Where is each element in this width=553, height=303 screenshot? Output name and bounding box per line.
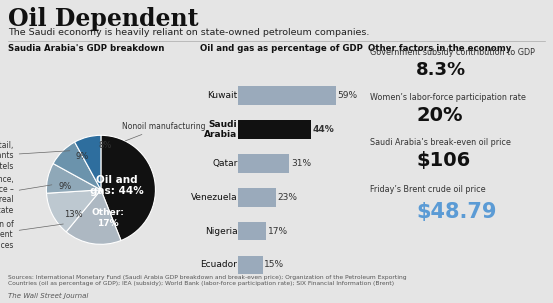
Text: Production of
government
services: Production of government services bbox=[0, 220, 63, 250]
Wedge shape bbox=[66, 190, 121, 244]
Wedge shape bbox=[46, 164, 101, 193]
Text: Women’s labor-force participation rate: Women’s labor-force participation rate bbox=[370, 93, 526, 102]
Text: Qatar: Qatar bbox=[212, 159, 237, 168]
Text: The Saudi economy is heavily reliant on state-owned petroleum companies.: The Saudi economy is heavily reliant on … bbox=[8, 28, 369, 37]
Wedge shape bbox=[53, 142, 101, 190]
Text: 44%: 44% bbox=[312, 125, 334, 134]
Text: Saudia Arabia's GDP breakdown: Saudia Arabia's GDP breakdown bbox=[8, 44, 164, 53]
Text: Saudi
Arabia: Saudi Arabia bbox=[204, 120, 237, 139]
Text: 8.3%: 8.3% bbox=[416, 61, 466, 79]
Text: 9%: 9% bbox=[75, 152, 88, 161]
Text: 20%: 20% bbox=[416, 106, 462, 125]
Text: 23%: 23% bbox=[278, 193, 298, 202]
Wedge shape bbox=[101, 135, 155, 241]
Text: Finance,
insurance –
and real
estate: Finance, insurance – and real estate bbox=[0, 175, 52, 215]
Text: Other:
17%: Other: 17% bbox=[91, 208, 124, 228]
Text: Other factors in the economy: Other factors in the economy bbox=[368, 44, 512, 53]
Text: Sources: International Monetary Fund (Saudi Arabia GDP breakdown and break-even : Sources: International Monetary Fund (Sa… bbox=[8, 275, 406, 286]
Text: Saudi Arabia’s break-even oil price: Saudi Arabia’s break-even oil price bbox=[370, 138, 511, 147]
Text: 9%: 9% bbox=[59, 182, 72, 191]
Text: The Wall Street Journal: The Wall Street Journal bbox=[8, 293, 88, 299]
Text: 8%: 8% bbox=[98, 141, 112, 150]
Text: 31%: 31% bbox=[291, 159, 311, 168]
Text: 13%: 13% bbox=[64, 210, 83, 219]
Text: Oil and gas as percentage of GDP: Oil and gas as percentage of GDP bbox=[200, 44, 363, 53]
Text: Oil and
gas: 44%: Oil and gas: 44% bbox=[90, 175, 144, 196]
Text: $48.79: $48.79 bbox=[416, 202, 497, 222]
Bar bbox=[238, 222, 267, 240]
Text: Oil Dependent: Oil Dependent bbox=[8, 7, 199, 31]
Text: Nonoil manufacturing: Nonoil manufacturing bbox=[122, 122, 205, 141]
Bar bbox=[238, 255, 263, 274]
Text: Nigeria: Nigeria bbox=[205, 227, 237, 235]
Wedge shape bbox=[46, 190, 101, 232]
Text: Friday’s Brent crude oil price: Friday’s Brent crude oil price bbox=[370, 185, 486, 194]
Text: 59%: 59% bbox=[337, 91, 357, 100]
Wedge shape bbox=[75, 135, 101, 190]
Text: $106: $106 bbox=[416, 151, 470, 170]
Text: 15%: 15% bbox=[264, 260, 284, 269]
Bar bbox=[238, 154, 289, 173]
Text: Kuwait: Kuwait bbox=[207, 91, 237, 100]
Text: Ecuador: Ecuador bbox=[201, 260, 237, 269]
Bar bbox=[238, 86, 336, 105]
Text: 17%: 17% bbox=[268, 227, 288, 235]
Bar bbox=[238, 188, 276, 207]
Text: Government subsidy contribution to GDP: Government subsidy contribution to GDP bbox=[370, 48, 535, 57]
Bar bbox=[238, 120, 311, 139]
Text: Venezuela: Venezuela bbox=[191, 193, 237, 202]
Text: Retail,
restaurants
and hotels: Retail, restaurants and hotels bbox=[0, 141, 70, 171]
